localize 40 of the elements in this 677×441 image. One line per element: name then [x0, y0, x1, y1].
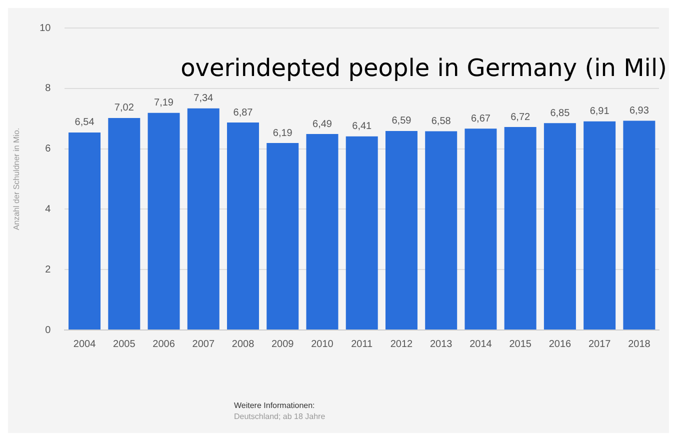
x-tick-label: 2013 [430, 338, 453, 350]
data-label: 6,91 [590, 106, 610, 118]
y-tick-label: 10 [40, 22, 52, 34]
x-tick-label: 2007 [192, 338, 215, 350]
x-tick-label: 2005 [113, 338, 136, 350]
data-label: 6,72 [510, 112, 530, 123]
data-label: 6,41 [352, 121, 372, 132]
text: overindepted people in Germany (in Mil) [180, 54, 667, 82]
y-tick-label: 2 [45, 264, 52, 276]
x-tick-label: 2004 [73, 338, 96, 350]
text: Deutschland; ab 18 Jahre [234, 411, 326, 422]
x-tick-label: 2015 [509, 338, 532, 350]
x-tick-label: 2008 [232, 338, 255, 350]
data-label: 6,85 [550, 108, 570, 119]
x-tick-label: 2006 [152, 338, 176, 350]
data-label: 6,54 [74, 117, 95, 128]
x-tick-label: 2010 [311, 338, 334, 350]
data-label: 6,19 [272, 128, 293, 139]
data-label: 6,87 [233, 107, 254, 118]
data-label: 6,93 [629, 105, 650, 116]
data-label: 7,02 [114, 102, 134, 114]
data-label: 6,58 [431, 116, 452, 128]
x-tick-label: 2012 [390, 338, 414, 350]
x-tick-label: 2011 [351, 338, 374, 350]
x-tick-label: 2016 [548, 338, 572, 350]
data-label: 7,19 [154, 98, 174, 109]
y-tick-label: 0 [45, 324, 52, 336]
x-tick-label: 2009 [272, 338, 294, 350]
y-axis-title: Anzahl der Schuldner in Mio. [12, 128, 22, 230]
x-tick-label: 2018 [628, 338, 651, 350]
data-label: 6,59 [392, 116, 412, 127]
data-label: 7,34 [194, 93, 214, 104]
x-tick-label: 2014 [470, 338, 492, 350]
y-tick-label: 4 [45, 204, 52, 215]
text: Weitere Informationen: [234, 400, 316, 411]
x-tick-label: 2017 [588, 338, 612, 350]
data-label: 6,49 [312, 118, 332, 130]
y-tick-label: 8 [45, 83, 52, 94]
y-tick-label: 6 [45, 144, 52, 155]
data-label: 6,67 [470, 113, 491, 124]
